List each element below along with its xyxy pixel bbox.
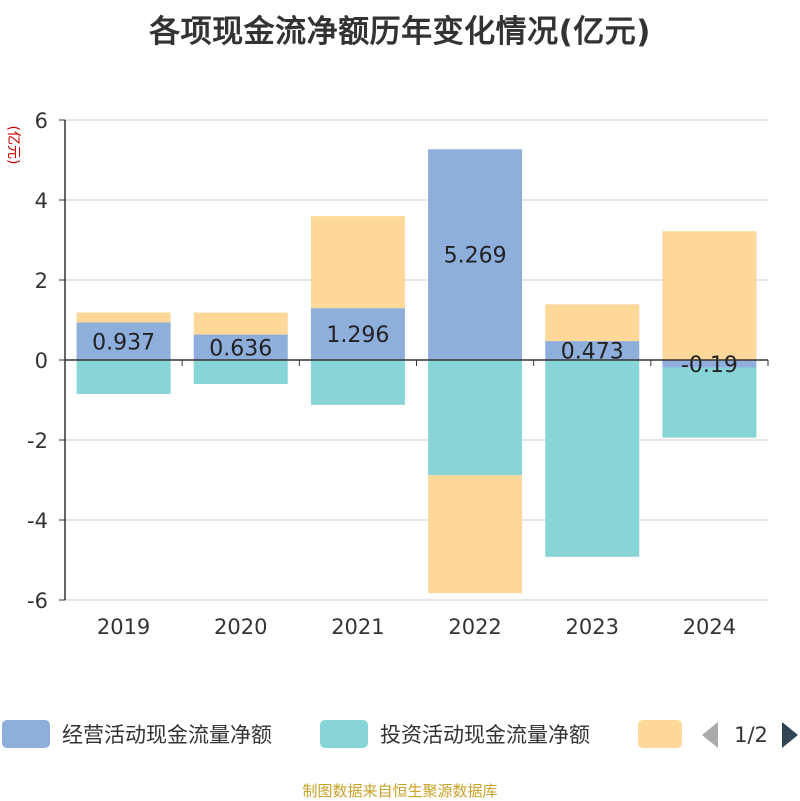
axes: -6 -4 -2 0 2 4 6 2019 2020 2021 2022 2023 2024 bbox=[27, 109, 769, 639]
bar-2022-series-3 bbox=[428, 475, 523, 594]
y-tick-label: 0 bbox=[35, 349, 48, 373]
x-tick-label: 2020 bbox=[214, 615, 267, 639]
data-source-note: 制图数据来自恒生聚源数据库 bbox=[302, 782, 498, 800]
y-tick-label: 6 bbox=[35, 109, 48, 133]
data-labels: 0.937 0.636 1.296 5.269 0.473 -0.19 bbox=[92, 244, 738, 378]
bar-2022-series-2 bbox=[428, 360, 523, 476]
x-tick-label: 2024 bbox=[683, 615, 736, 639]
legend: 经营活动现金流量净额 投资活动现金流量净额 1/2 bbox=[2, 720, 798, 748]
bar-2023-series-3 bbox=[545, 304, 640, 342]
bar-2020-series-2 bbox=[193, 360, 288, 384]
data-label-2021: 1.296 bbox=[326, 323, 389, 348]
bar-2024-series-3 bbox=[662, 231, 757, 360]
legend-swatch-series-1[interactable] bbox=[2, 720, 50, 748]
data-label-2022: 5.269 bbox=[444, 244, 507, 269]
bar-2019-series-2 bbox=[76, 360, 171, 394]
y-tick-label: -2 bbox=[27, 429, 48, 453]
grid-lines bbox=[65, 119, 768, 601]
bar-2023-series-1 bbox=[545, 341, 640, 360]
bar-2020-series-3 bbox=[193, 312, 288, 335]
data-label-2019: 0.937 bbox=[92, 330, 155, 355]
x-tick-label: 2019 bbox=[97, 615, 150, 639]
data-label-2020: 0.636 bbox=[209, 336, 272, 361]
bar-2024-series-2 bbox=[662, 367, 757, 438]
legend-label-series-1[interactable]: 经营活动现金流量净额 bbox=[62, 723, 272, 747]
chart-title: 各项现金流净额历年变化情况(亿元) bbox=[149, 14, 651, 50]
x-tick-label: 2022 bbox=[448, 615, 501, 639]
legend-page-indicator: 1/2 bbox=[734, 723, 768, 747]
x-tick-label: 2021 bbox=[331, 615, 384, 639]
bar-2019-series-3 bbox=[76, 312, 171, 323]
bar-2019-series-1 bbox=[76, 322, 171, 360]
y-axis-label: (亿元) bbox=[5, 126, 21, 165]
legend-swatch-series-3[interactable] bbox=[638, 720, 682, 748]
y-tick-label: 4 bbox=[35, 189, 48, 213]
bar-2021-series-2 bbox=[310, 360, 405, 405]
legend-next-icon[interactable] bbox=[782, 722, 798, 748]
legend-prev-icon[interactable] bbox=[702, 722, 718, 748]
bar-2020-series-1 bbox=[193, 334, 288, 360]
bar-2021-series-1 bbox=[310, 308, 405, 360]
bar-2021-series-3 bbox=[310, 216, 405, 309]
data-label-2024: -0.19 bbox=[681, 353, 738, 378]
x-tick-label: 2023 bbox=[566, 615, 619, 639]
y-tick-label: 2 bbox=[35, 269, 48, 293]
legend-swatch-series-2[interactable] bbox=[320, 720, 368, 748]
bar-marks bbox=[76, 149, 757, 594]
bar-2023-series-2 bbox=[545, 360, 640, 557]
y-tick-label: -6 bbox=[27, 589, 48, 613]
bar-2024-series-1 bbox=[662, 360, 757, 368]
data-label-2023: 0.473 bbox=[561, 340, 624, 365]
legend-label-series-2[interactable]: 投资活动现金流量净额 bbox=[380, 723, 590, 747]
bar-2022-series-1 bbox=[428, 149, 523, 360]
y-tick-label: -4 bbox=[27, 509, 48, 533]
